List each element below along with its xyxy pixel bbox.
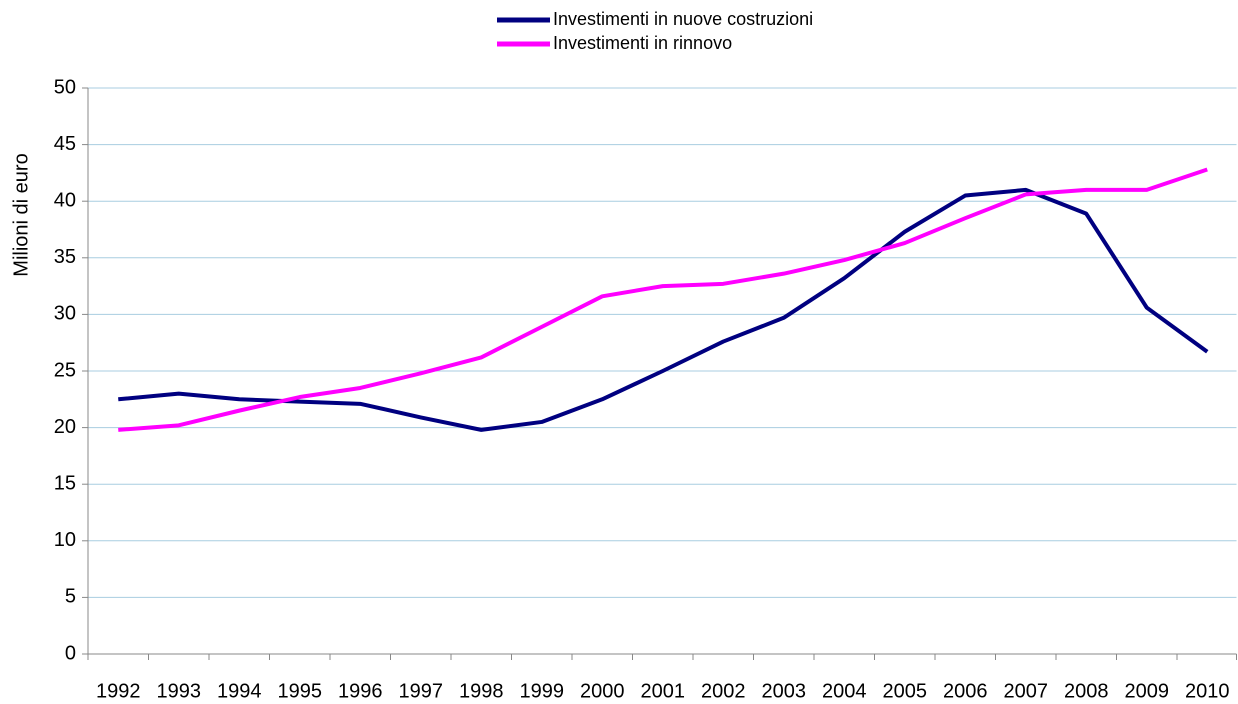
y-tick-label: 45 xyxy=(54,133,76,155)
x-tick-label: 2000 xyxy=(580,680,625,702)
x-tick-label: 1997 xyxy=(399,680,444,702)
x-tick-label: 1998 xyxy=(459,680,504,702)
x-tick-label: 2002 xyxy=(701,680,746,702)
y-tick-label: 30 xyxy=(54,303,76,325)
x-tick-label: 2003 xyxy=(762,680,807,702)
x-tick-label: 1992 xyxy=(96,680,141,702)
line xyxy=(118,167,1208,432)
x-tick-label: 2009 xyxy=(1125,680,1170,702)
y-tick-label: 35 xyxy=(54,246,76,268)
x-tick-label: 2008 xyxy=(1064,680,1109,702)
x-tick-label: 1995 xyxy=(278,680,323,702)
x-tick-label: 2006 xyxy=(943,680,988,702)
legend-label: Investimenti in nuove costruzioni xyxy=(553,9,813,29)
y-tick-label: 25 xyxy=(54,359,76,381)
line xyxy=(118,187,1209,432)
x-tick-label: 2005 xyxy=(883,680,928,702)
x-tick-label: 2007 xyxy=(1004,680,1049,702)
y-tick-label: 50 xyxy=(54,76,76,98)
y-tick-label: 10 xyxy=(54,529,76,551)
x-tick-label: 2010 xyxy=(1185,680,1230,702)
y-axis-label: Milioni di euro xyxy=(10,153,32,276)
y-tick-label: 5 xyxy=(65,586,76,608)
x-tick-label: 1993 xyxy=(157,680,202,702)
y-tick-label: 15 xyxy=(54,472,76,494)
x-tick-label: 2001 xyxy=(641,680,686,702)
x-tick-label: 1999 xyxy=(520,680,565,702)
y-tick-label: 40 xyxy=(54,189,76,211)
y-tick-label: 0 xyxy=(65,642,76,664)
x-tick-label: 2004 xyxy=(822,680,867,702)
y-tick-label: 20 xyxy=(54,416,76,438)
legend-label: Investimenti in rinnovo xyxy=(553,33,732,53)
x-tick-label: 1994 xyxy=(217,680,262,702)
x-tick-label: 1996 xyxy=(338,680,383,702)
